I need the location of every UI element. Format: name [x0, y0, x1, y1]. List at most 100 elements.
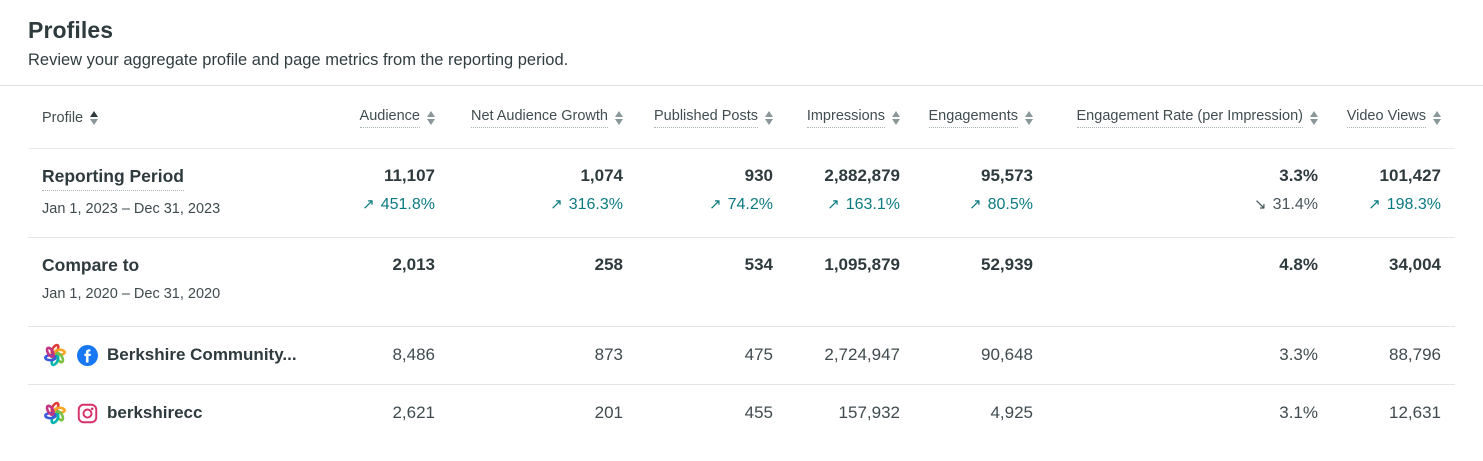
metric-value: 3.1%	[1279, 403, 1318, 423]
delta-value: 163.1%	[845, 195, 900, 213]
trend-down-icon: ↘	[1254, 195, 1267, 213]
table-row-facebook-profile: Berkshire Community... 8,486 873 475 2,7…	[28, 326, 1455, 385]
delta-value: 451.8%	[380, 195, 435, 213]
sort-icon[interactable]	[1433, 110, 1441, 125]
trend-up-icon: ↗	[1368, 195, 1381, 213]
metric-value: 95,573	[981, 165, 1033, 185]
column-header-audience: Audience	[319, 86, 449, 149]
metric-value: 2,724,947	[824, 345, 900, 364]
metric-delta: ↗ 74.2%	[651, 195, 773, 214]
metric-cell: 873	[449, 326, 637, 385]
column-header-profile-label[interactable]: Profile	[42, 109, 84, 126]
column-header-published-posts: Published Posts	[637, 86, 787, 149]
metric-delta: ↗ 316.3%	[463, 195, 623, 214]
delta-value: 316.3%	[568, 195, 623, 213]
metric-delta: ↘ 31.4%	[1061, 195, 1318, 214]
sort-icon[interactable]	[427, 110, 435, 125]
metric-value: 2,621	[392, 403, 435, 423]
metric-cell: 475	[637, 326, 787, 385]
metric-value: 873	[594, 345, 623, 364]
compare-to-dates: Jan 1, 2020 – Dec 31, 2020	[42, 285, 221, 302]
metric-cell: 201	[449, 384, 637, 442]
metric-value: 3.3%	[1279, 345, 1318, 364]
metric-cell: 95,573 ↗ 80.5%	[914, 148, 1047, 238]
trend-up-icon: ↗	[969, 195, 982, 213]
sort-icon[interactable]	[90, 110, 99, 125]
metric-cell: 2,013	[319, 237, 449, 327]
metric-cell: 3.3% ↘ 31.4%	[1047, 148, 1332, 238]
metric-delta: ↗ 451.8%	[333, 195, 435, 214]
column-header-net-audience-growth-label[interactable]: Net Audience Growth	[470, 108, 608, 128]
metric-value: 475	[744, 345, 773, 364]
metric-cell: 1,095,879	[787, 237, 914, 327]
metric-value: 2,013	[392, 254, 435, 274]
column-header-video-views-label[interactable]: Video Views	[1346, 108, 1426, 128]
trend-up-icon: ↗	[709, 195, 722, 213]
metric-value: 52,939	[981, 254, 1033, 274]
column-header-impressions: Impressions	[787, 86, 914, 149]
reporting-period-label[interactable]: Reporting Period	[42, 166, 184, 191]
page-subtitle: Review your aggregate profile and page m…	[28, 51, 569, 69]
profile-name[interactable]: berkshirecc	[107, 403, 203, 423]
metric-value: 4,925	[990, 403, 1033, 423]
column-header-net-audience-growth: Net Audience Growth	[449, 86, 637, 149]
metric-value: 2,882,879	[824, 165, 900, 185]
metric-cell: 2,882,879 ↗ 163.1%	[787, 148, 914, 238]
metric-value: 101,427	[1379, 165, 1441, 185]
sort-icon[interactable]	[892, 110, 900, 125]
compare-to-label: Compare to	[42, 254, 140, 275]
sort-icon[interactable]	[765, 110, 773, 125]
metric-value: 1,095,879	[824, 254, 900, 274]
page-header: Profiles Review your aggregate profile a…	[0, 0, 1483, 85]
compare-to-label-cell: Compare to Jan 1, 2020 – Dec 31, 2020	[28, 237, 319, 327]
column-header-published-posts-label[interactable]: Published Posts	[654, 108, 758, 128]
metric-value: 1,074	[580, 165, 623, 185]
metric-value: 11,107	[383, 165, 435, 185]
metric-cell: 534	[637, 237, 787, 327]
column-header-video-views: Video Views	[1332, 86, 1455, 149]
column-header-engagements: Engagements	[914, 86, 1047, 149]
metric-delta: ↗ 163.1%	[801, 195, 900, 214]
metric-cell: 2,621	[319, 384, 449, 442]
metric-cell: 101,427 ↗ 198.3%	[1332, 148, 1455, 238]
table-row-instagram-profile: berkshirecc 2,621 201 455 157,932 4,925 …	[28, 384, 1455, 442]
profile-avatar	[42, 342, 68, 368]
profile-avatar	[42, 400, 68, 426]
delta-value: 80.5%	[987, 195, 1033, 213]
trend-up-icon: ↗	[550, 195, 563, 213]
trend-up-icon: ↗	[362, 195, 375, 213]
header-divider	[0, 85, 1483, 86]
metric-cell: 8,486	[319, 326, 449, 385]
table-header-row: Profile Audience Net Audience Growth Pub…	[28, 86, 1455, 149]
metric-cell: 2,724,947	[787, 326, 914, 385]
metric-value: 8,486	[392, 345, 435, 364]
metric-value: 88,796	[1389, 345, 1441, 364]
metric-value: 12,631	[1389, 403, 1441, 423]
table-row-compare-to: Compare to Jan 1, 2020 – Dec 31, 2020 2,…	[28, 237, 1455, 327]
metric-cell: 258	[449, 237, 637, 327]
column-header-impressions-label[interactable]: Impressions	[806, 108, 885, 128]
metric-cell: 3.1%	[1047, 384, 1332, 442]
profile-cell: berkshirecc	[28, 384, 319, 442]
reporting-period-dates: Jan 1, 2023 – Dec 31, 2023	[42, 200, 221, 217]
metric-value: 930	[744, 165, 773, 185]
facebook-icon	[77, 344, 98, 366]
page-title: Profiles	[28, 17, 114, 43]
sort-icon[interactable]	[1025, 110, 1033, 125]
column-header-profile: Profile	[28, 86, 319, 149]
sort-icon[interactable]	[615, 110, 623, 125]
column-header-audience-label[interactable]: Audience	[359, 108, 420, 128]
metric-cell: 455	[637, 384, 787, 442]
delta-value: 198.3%	[1386, 195, 1441, 213]
metric-cell: 90,648	[914, 326, 1047, 385]
metric-cell: 12,631	[1332, 384, 1455, 442]
column-header-engagement-rate-label[interactable]: Engagement Rate (per Impression)	[1076, 108, 1303, 128]
column-header-engagements-label[interactable]: Engagements	[928, 108, 1018, 128]
metric-cell: 34,004	[1332, 237, 1455, 327]
profile-name[interactable]: Berkshire Community...	[107, 345, 297, 364]
metric-cell: 157,932	[787, 384, 914, 442]
metric-value: 258	[594, 254, 623, 274]
delta-value: 31.4%	[1272, 195, 1318, 213]
metric-cell: 930 ↗ 74.2%	[637, 148, 787, 238]
sort-icon[interactable]	[1310, 110, 1318, 125]
